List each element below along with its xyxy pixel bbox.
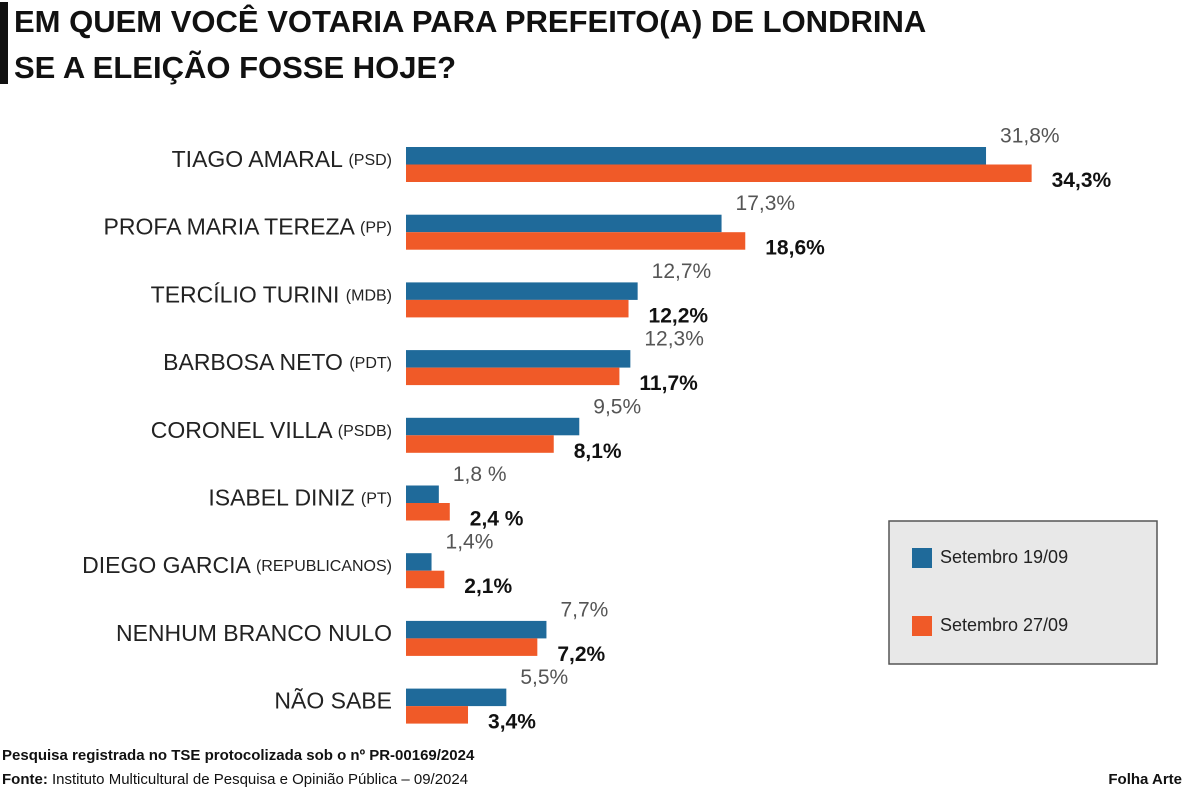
category-label: ISABEL DINIZ (PT) <box>208 485 392 511</box>
bar <box>406 620 547 639</box>
chart-title: EM QUEM VOCÊ VOTARIA PARA PREFEITO(A) DE… <box>14 3 926 39</box>
note: Pesquisa registrada no TSE protocolizada… <box>2 747 475 764</box>
value-label: 18,6% <box>765 237 825 260</box>
category-label: TERCÍLIO TURINI (MDB) <box>151 281 392 307</box>
category-label: DIEGO GARCIA (REPUBLICANOS) <box>82 552 392 578</box>
bar <box>406 485 439 503</box>
legend-label: Setembro 27/09 <box>940 615 1068 635</box>
bar <box>406 638 538 656</box>
category-label: NENHUM BRANCO NULO <box>116 620 392 646</box>
legend-swatch <box>912 548 932 568</box>
category-label: TIAGO AMARAL (PSD) <box>172 146 392 172</box>
value-label: 34,3% <box>1052 169 1112 192</box>
value-label: 2,4 % <box>470 508 524 531</box>
value-label: 7,2% <box>557 643 605 666</box>
value-label: 17,3% <box>736 192 796 215</box>
category-name: BARBOSA NETO <box>163 349 343 375</box>
bar <box>406 570 445 589</box>
value-label: 5,5% <box>520 666 568 689</box>
value-label: 12,7% <box>652 260 712 283</box>
category-name: PROFA MARIA TEREZA <box>104 214 356 240</box>
bar <box>406 435 554 453</box>
bar <box>406 553 432 571</box>
party-label: (MDB) <box>346 288 392 305</box>
legend-swatch <box>912 616 932 636</box>
category-label: BARBOSA NETO (PDT) <box>163 349 392 375</box>
category-label: CORONEL VILLA (PSDB) <box>151 417 392 443</box>
bar <box>406 367 620 386</box>
value-label: 12,3% <box>644 328 704 351</box>
category-name: TIAGO AMARAL <box>172 146 343 172</box>
value-label: 11,7% <box>639 372 698 395</box>
value-label: 3,4% <box>488 711 536 734</box>
bar <box>406 688 507 707</box>
bar <box>406 232 746 250</box>
chart-title: SE A ELEIÇÃO FOSSE HOJE? <box>14 50 456 85</box>
party-label: (PT) <box>361 491 392 508</box>
bar <box>406 503 450 521</box>
category-label: PROFA MARIA TEREZA (PP) <box>104 214 392 240</box>
bar <box>406 214 722 233</box>
value-label: 9,5% <box>593 395 641 418</box>
category-name: DIEGO GARCIA <box>82 552 251 578</box>
category-name: NENHUM BRANCO NULO <box>116 620 392 646</box>
source-text: Instituto Multicultural de Pesquisa e Op… <box>52 771 468 788</box>
category-name: NÃO SABE <box>274 688 392 714</box>
party-label: (PP) <box>360 220 392 237</box>
bar <box>406 164 1032 182</box>
source-label: Fonte: <box>2 771 48 788</box>
party-label: (PSD) <box>348 152 392 169</box>
value-label: 7,7% <box>560 598 608 621</box>
credit: Folha Arte <box>1108 771 1182 788</box>
category-label: NÃO SABE <box>274 688 392 714</box>
bar <box>406 147 987 165</box>
category-name: CORONEL VILLA <box>151 417 334 443</box>
party-label: (PSDB) <box>338 423 392 440</box>
value-label: 12,2% <box>649 304 709 327</box>
bar <box>406 706 469 724</box>
bar <box>406 299 629 318</box>
legend-label: Setembro 19/09 <box>940 547 1068 567</box>
value-label: 8,1% <box>574 440 622 463</box>
bar <box>406 282 638 300</box>
source: Fonte: Instituto Multicultural de Pesqui… <box>2 771 468 788</box>
party-label: (PDT) <box>349 355 392 372</box>
legend-box <box>888 520 1158 665</box>
category-name: TERCÍLIO TURINI <box>151 281 340 307</box>
value-label: 1,8 % <box>453 463 507 486</box>
value-label: 1,4% <box>446 531 494 554</box>
value-label: 2,1% <box>464 575 512 598</box>
category-name: ISABEL DINIZ <box>208 485 354 511</box>
bar <box>406 417 580 436</box>
bar <box>406 350 631 368</box>
title-accent <box>0 2 8 84</box>
value-label: 31,8% <box>1000 125 1060 148</box>
party-label: (REPUBLICANOS) <box>256 558 392 575</box>
